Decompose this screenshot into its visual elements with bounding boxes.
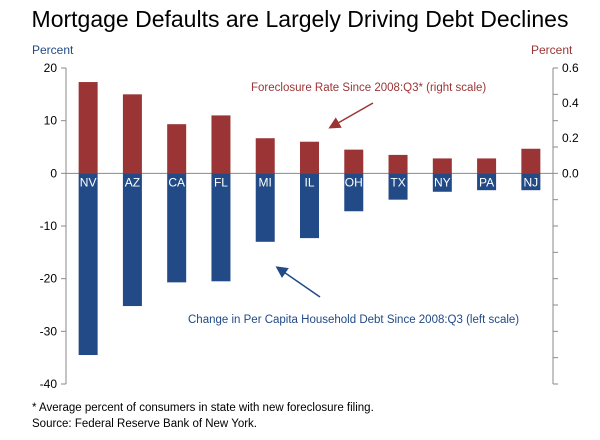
debt-bar xyxy=(432,173,452,192)
category-label: CA xyxy=(168,175,185,189)
left-axis-title: Percent xyxy=(32,43,74,57)
debt-bar xyxy=(388,173,408,200)
left-tick-label: -20 xyxy=(40,272,58,286)
right-axis-title: Percent xyxy=(531,43,573,57)
debt-bar xyxy=(344,173,364,212)
category-label: IL xyxy=(304,175,314,189)
foreclosure-bar xyxy=(167,124,187,174)
left-tick-label: 0 xyxy=(50,166,57,180)
chart-title: Mortgage Defaults are Largely Driving De… xyxy=(31,6,569,32)
category-label: TX xyxy=(390,175,405,189)
foreclosure-bar xyxy=(300,141,319,174)
category-label: OH xyxy=(345,175,363,189)
foreclosure-bar xyxy=(122,94,142,174)
foreclosure-bar xyxy=(211,115,231,174)
debt-arrow xyxy=(275,266,321,298)
debt-bar xyxy=(477,173,497,191)
footnote: * Average percent of consumers in state … xyxy=(32,402,374,414)
foreclosure-bar xyxy=(388,154,408,174)
foreclosure-bar xyxy=(344,149,364,174)
debt-annotation: Change in Per Capita Household Debt Sinc… xyxy=(188,314,519,326)
left-tick-label: -10 xyxy=(40,219,58,233)
debt-bar xyxy=(78,173,98,356)
debt-bar xyxy=(122,173,142,307)
category-label: AZ xyxy=(125,175,140,189)
category-label: NY xyxy=(434,175,451,189)
foreclosure-bar xyxy=(477,158,497,174)
left-tick-label: 20 xyxy=(44,61,58,75)
foreclosure-bar xyxy=(78,82,98,174)
source-note: Source: Federal Reserve Bank of New York… xyxy=(32,418,258,430)
debt-bar xyxy=(300,173,319,239)
category-label: MI xyxy=(259,175,272,189)
debt-bar xyxy=(211,173,231,282)
right-tick-label: 0.6 xyxy=(562,61,579,75)
category-label: NV xyxy=(80,175,97,189)
debt-bar xyxy=(255,173,275,242)
category-label: NJ xyxy=(524,175,539,189)
left-tick-label: 10 xyxy=(44,114,58,128)
category-label: FL xyxy=(214,175,228,189)
foreclosure-bar xyxy=(255,138,275,174)
foreclosure-annotation: Foreclosure Rate Since 2008:Q3* (right s… xyxy=(251,82,486,94)
foreclosure-bar xyxy=(432,158,452,174)
left-tick-label: -30 xyxy=(40,324,58,338)
category-label: PA xyxy=(479,175,494,189)
foreclosure-arrow xyxy=(328,102,374,129)
foreclosure-bar xyxy=(521,148,541,174)
debt-bar xyxy=(521,173,541,191)
left-tick-label: -40 xyxy=(40,377,58,391)
right-tick-label: 0.4 xyxy=(562,96,579,110)
debt-bar xyxy=(167,173,187,283)
right-tick-label: 0.0 xyxy=(562,166,579,180)
right-tick-label: 0.2 xyxy=(562,131,579,145)
